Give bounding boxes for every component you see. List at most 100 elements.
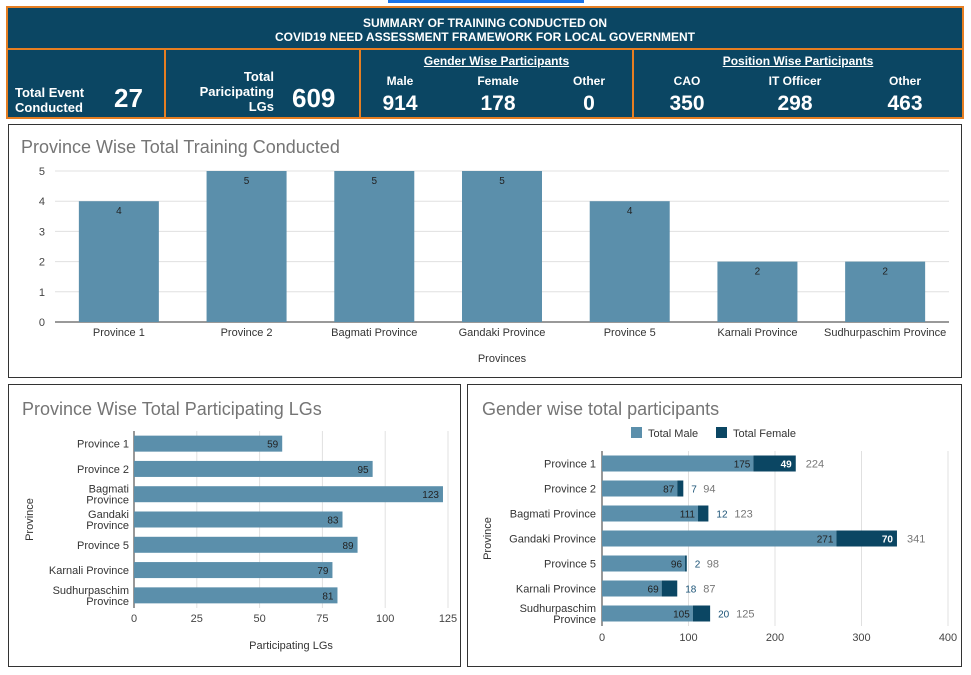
bar (845, 261, 926, 322)
x-axis-label: Provinces (478, 353, 527, 365)
bar (334, 171, 415, 322)
data-label: 83 (327, 516, 339, 527)
data-label-total: 123 (734, 509, 752, 521)
participating-lgs-chart: 0 25 50 75 100 125 59 Province 1 95 Province 2 123… (24, 431, 457, 652)
y-tick-label: Bagmati (89, 484, 129, 496)
data-label-male: 105 (673, 610, 690, 621)
y-tick-label: Province 1 (77, 439, 129, 451)
y-tick-label: Province (553, 614, 596, 626)
x-tick-label: Bagmati Province (331, 327, 417, 339)
bar (134, 435, 283, 452)
data-label-female: 2 (695, 560, 701, 571)
position-other-label: Other (888, 74, 921, 88)
y-tick-label: Province 1 (544, 459, 596, 471)
gender-participants-panel: Gender wise total participants 0 100 200 30… (467, 384, 962, 667)
training-conducted-panel: Province Wise Total Training Conducted 0… (8, 124, 962, 378)
x-tick-label: 0 (599, 632, 605, 644)
data-label: 5 (244, 176, 250, 187)
gender-participants-title: Gender wise total participants (482, 399, 720, 419)
bar (134, 486, 443, 503)
y-tick-label: Province 5 (77, 540, 129, 552)
x-tick-label: Province 5 (604, 327, 656, 339)
position-cao-label: CAO (673, 74, 701, 88)
data-label: 95 (358, 465, 370, 476)
total-lg-label: Total Paricipating LGs (199, 69, 274, 114)
bar-female (685, 555, 687, 572)
data-label-male: 271 (817, 535, 834, 546)
data-label: 5 (499, 176, 505, 187)
total-event-label: Total Event Conducted (15, 85, 85, 115)
y-axis-label: Province (482, 517, 494, 560)
data-label: 4 (627, 206, 633, 217)
data-label-male: 69 (648, 585, 660, 596)
y-tick-label: Province (86, 495, 129, 507)
y-tick-label: Sudhurpaschim (53, 585, 129, 597)
data-label-total: 125 (736, 609, 754, 621)
gender-other-value: 0 (583, 92, 595, 115)
legend-swatch-female (716, 427, 727, 438)
position-other-value: 463 (887, 92, 923, 115)
y-tick-label: Province 5 (544, 559, 596, 571)
gender-other-label: Other (572, 74, 605, 88)
x-tick-label: 200 (766, 632, 784, 644)
participating-lgs-panel: Province Wise Total Participating LGs 0 2… (8, 384, 461, 667)
legend-swatch-male (631, 427, 642, 438)
x-tick-label: 50 (253, 613, 265, 625)
data-label-female: 49 (781, 460, 793, 471)
data-label: 2 (755, 267, 761, 278)
y-tick-label: Sudhurpaschim (520, 603, 596, 615)
data-label-male: 87 (663, 485, 675, 496)
bar (462, 171, 542, 322)
data-label: 81 (322, 591, 334, 602)
total-event-card: Total Event Conducted 27 (8, 50, 166, 119)
legend-label-male: Total Male (648, 428, 698, 440)
participating-lgs-title: Province Wise Total Participating LGs (22, 399, 322, 419)
x-tick-label: 300 (852, 632, 870, 644)
y-tick-label: Karnali Province (49, 565, 129, 577)
data-label: 2 (882, 267, 888, 278)
data-label: 89 (342, 541, 354, 552)
bar-male (602, 555, 686, 572)
x-tick-label: 0 (131, 613, 137, 625)
x-tick-label: 125 (439, 613, 457, 625)
gender-female-label: Female (477, 74, 519, 88)
position-wise-title: Position Wise Participants (722, 54, 874, 68)
training-conducted-title: Province Wise Total Training Conducted (21, 137, 340, 157)
x-tick-label: 100 (679, 632, 697, 644)
total-lg-card: Total Paricipating LGs 609 (166, 50, 361, 119)
y-tick-label: Gandaki Province (509, 534, 596, 546)
data-label-total: 98 (707, 559, 719, 571)
data-label-female: 20 (718, 610, 730, 621)
summary-title: SUMMARY OF TRAINING CONDUCTED ON COVID19… (8, 8, 962, 50)
x-axis-label: Participating LGs (249, 640, 333, 652)
y-tick-label: Bagmati Province (510, 509, 596, 521)
gender-participants-chart: 0 100 200 300 400 Total Male Total Female 175 49… (482, 427, 957, 644)
bar (134, 460, 373, 477)
bar (206, 171, 287, 322)
bar (134, 587, 338, 604)
y-tick-label: 4 (39, 196, 45, 208)
bar-male (602, 455, 754, 472)
total-event-value: 27 (114, 83, 143, 113)
x-tick-label: Province 1 (93, 327, 145, 339)
y-tick-label: Province (86, 520, 129, 532)
data-label-female: 70 (882, 535, 894, 546)
bar-male (602, 605, 693, 622)
data-label: 4 (116, 206, 122, 217)
bar-male (602, 530, 837, 547)
bar (134, 562, 333, 579)
bar-female (698, 505, 709, 522)
gender-male-value: 914 (382, 92, 418, 115)
data-label-male: 96 (671, 560, 683, 571)
data-label: 79 (317, 566, 329, 577)
y-tick-label: 5 (39, 166, 45, 178)
data-label-female: 12 (716, 510, 728, 521)
x-tick-label: Gandaki Province (459, 327, 546, 339)
gender-wise-title: Gender Wise Participants (423, 54, 570, 68)
y-tick-label: Gandaki (88, 509, 129, 521)
position-cao-value: 350 (669, 92, 705, 115)
bar-male (602, 580, 662, 597)
y-tick-label: 2 (39, 257, 45, 269)
y-tick-label: Province 2 (544, 484, 596, 496)
x-tick-label: Province 2 (221, 327, 273, 339)
